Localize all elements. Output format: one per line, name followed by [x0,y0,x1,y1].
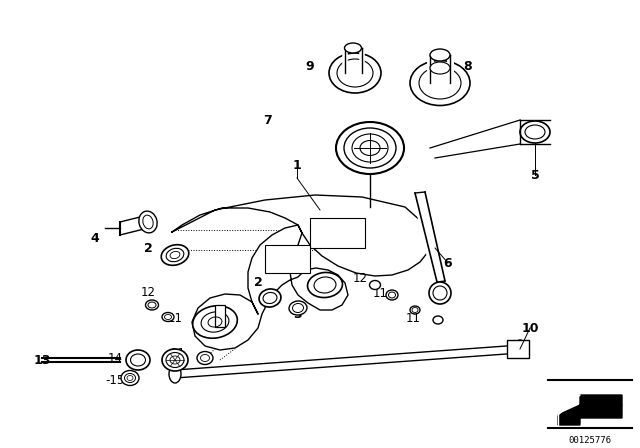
Ellipse shape [161,245,189,265]
Text: 5: 5 [531,168,540,181]
Text: 11: 11 [406,311,420,324]
Ellipse shape [419,67,461,99]
Text: 2: 2 [143,241,152,254]
Text: 12: 12 [353,271,367,284]
Ellipse shape [314,277,336,293]
Ellipse shape [352,134,388,162]
Text: 8: 8 [464,60,472,73]
Text: 11: 11 [168,311,182,324]
Text: 16: 16 [209,309,227,322]
Text: 4: 4 [91,232,99,245]
Ellipse shape [201,312,229,332]
Text: 6: 6 [444,257,452,270]
Text: 11: 11 [170,346,186,359]
Ellipse shape [525,125,545,139]
Ellipse shape [433,316,443,324]
Ellipse shape [344,43,362,53]
Text: 14: 14 [108,352,122,365]
Ellipse shape [337,59,373,87]
Ellipse shape [193,306,237,338]
Polygon shape [172,195,430,350]
Ellipse shape [126,350,150,370]
Ellipse shape [344,128,396,168]
Ellipse shape [410,60,470,105]
Text: -15: -15 [106,374,125,387]
Text: 13: 13 [33,353,51,366]
Ellipse shape [125,374,136,383]
Ellipse shape [131,354,145,366]
Bar [215,305,225,327]
Ellipse shape [162,349,188,371]
Text: 7: 7 [264,113,273,126]
Text: 3: 3 [294,307,302,320]
Ellipse shape [145,300,159,310]
Text: 1: 1 [292,159,301,172]
Ellipse shape [169,365,181,383]
Text: 12: 12 [141,285,156,298]
Polygon shape [558,395,622,425]
Text: 00125776: 00125776 [568,435,611,444]
Text: 2: 2 [253,276,262,289]
Ellipse shape [166,248,184,262]
Bar [310,218,365,248]
Ellipse shape [386,290,398,300]
Ellipse shape [162,313,174,322]
Ellipse shape [308,272,342,297]
Ellipse shape [336,122,404,174]
Ellipse shape [410,306,420,314]
Polygon shape [558,405,622,425]
Ellipse shape [514,340,526,358]
Ellipse shape [520,121,550,143]
Ellipse shape [289,301,307,315]
Text: 9: 9 [306,60,314,73]
Ellipse shape [139,211,157,233]
Ellipse shape [429,282,451,304]
Ellipse shape [259,289,281,307]
Ellipse shape [166,353,184,367]
Ellipse shape [197,352,213,365]
Ellipse shape [430,62,450,74]
Text: 11: 11 [372,287,387,300]
Ellipse shape [263,293,277,304]
Bar [507,340,529,358]
Ellipse shape [369,280,381,289]
Ellipse shape [121,370,139,385]
Ellipse shape [329,53,381,93]
Text: 10: 10 [521,322,539,335]
Bar [265,245,310,273]
Ellipse shape [430,49,450,61]
